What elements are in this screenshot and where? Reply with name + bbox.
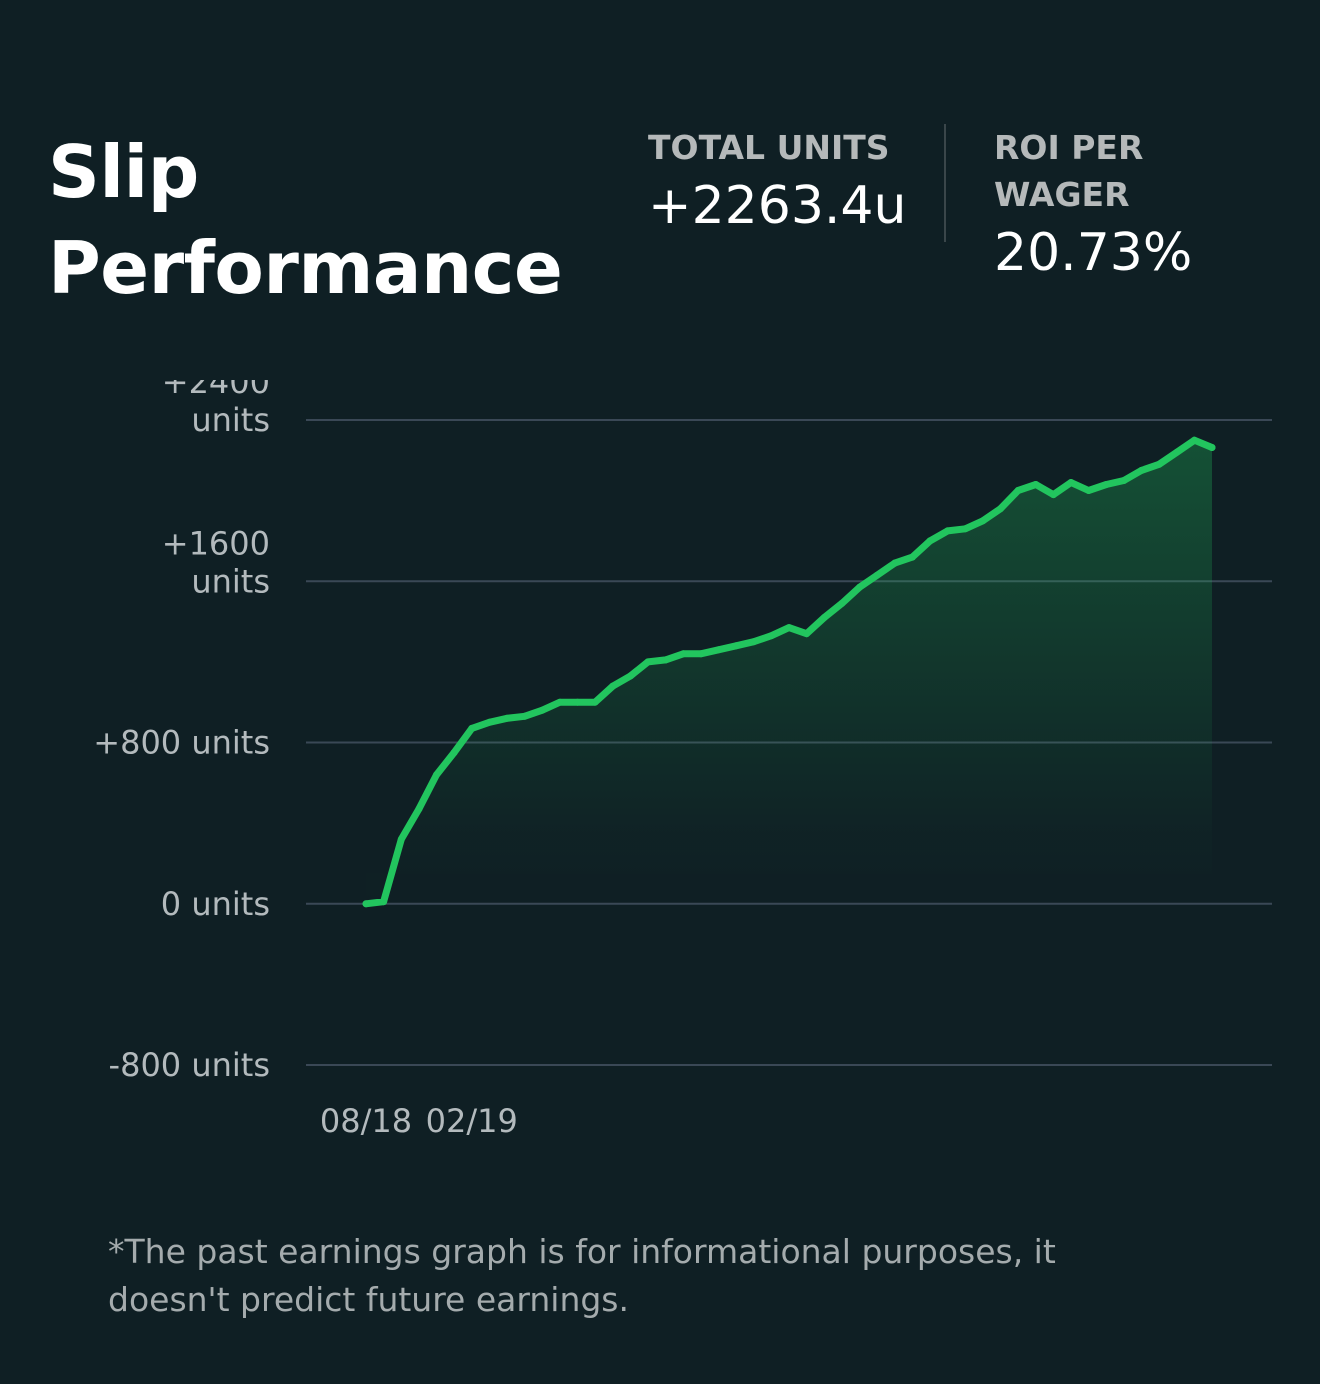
data-point [485,718,493,726]
total-units-label: TOTAL UNITS [648,128,890,167]
data-point [891,559,899,567]
data-point [908,553,916,561]
performance-chart: +2400 units +1600 units +800 units 0 units -80… [0,380,1320,1170]
x-tick-label: 02/19 [426,1102,518,1140]
data-point [1190,436,1198,444]
data-point [944,527,952,535]
data-point [979,517,987,525]
data-point [838,599,846,607]
data-point [468,724,476,732]
data-point [1067,479,1075,486]
roi-stat: ROI PER WAGER 20.73% [994,124,1254,288]
page-title: Slip Performance [48,130,563,310]
data-point [1120,477,1128,484]
data-point [1173,448,1181,456]
data-point [732,642,740,650]
data-point [380,898,388,906]
series-layer [362,436,1216,908]
data-point [785,624,793,632]
data-point [1032,481,1040,488]
data-point [1208,444,1216,451]
y-tick-label: 0 units [161,885,270,923]
data-point [556,698,564,706]
y-tick-label-line: units [191,401,270,439]
data-point [574,698,581,706]
data-point [626,672,634,680]
data-point [750,638,758,646]
x-axis-ticks: 08/18 02/19 [320,1102,518,1140]
total-units-stat: TOTAL UNITS +2263.4u [648,124,918,241]
data-point [644,658,652,666]
disclaimer-text: *The past earnings graph is for informat… [108,1232,1056,1319]
data-point [926,537,934,545]
y-tick-label: +1600 units [162,524,270,600]
stats-divider [944,124,946,242]
series-area [366,440,1212,904]
data-point [803,630,811,638]
data-point [538,706,546,714]
data-point [997,505,1004,513]
data-point [1014,487,1022,494]
data-point [856,583,863,591]
data-point [1085,487,1093,494]
data-point [415,805,423,813]
data-point [397,835,405,843]
data-point [609,682,617,690]
data-point [1102,481,1110,488]
y-tick-label-line: +1600 [162,524,270,562]
data-point [433,771,440,779]
data-point [961,525,969,533]
data-point [679,650,687,658]
data-point [715,646,722,654]
roi-value: 20.73% [994,223,1193,283]
data-point [450,749,458,757]
data-point [697,650,705,658]
data-point [591,698,599,706]
y-tick-label-line: 0 units [161,885,270,923]
data-point [362,900,370,908]
y-tick-label-line: +800 units [93,724,270,762]
data-point [1049,491,1057,499]
data-point [873,571,881,579]
data-point [662,656,670,664]
y-tick-label-line: -800 units [109,1046,270,1084]
total-units-value: +2263.4u [648,176,907,236]
y-tick-label-line: units [191,562,270,600]
roi-label: ROI PER WAGER [994,128,1144,214]
data-point [503,714,511,722]
data-point [820,614,828,621]
x-tick-label: 08/18 [320,1102,412,1140]
y-tick-label-line: +2400 [162,380,270,401]
data-point [767,632,775,640]
y-tick-label: -800 units [109,1046,270,1084]
data-point [1155,460,1163,468]
y-tick-label: +800 units [93,724,270,762]
data-point [1138,466,1145,474]
y-tick-label: +2400 units [162,380,270,439]
data-point [521,712,529,720]
